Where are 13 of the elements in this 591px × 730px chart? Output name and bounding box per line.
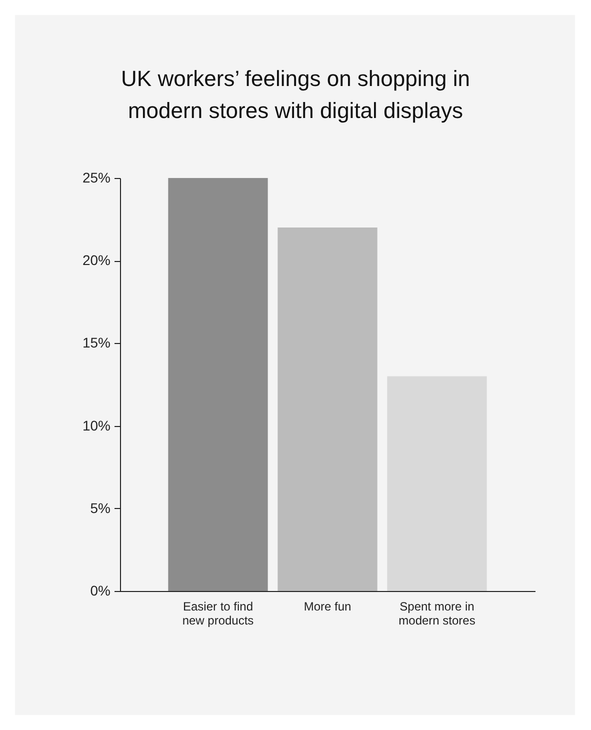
y-tick-label: 0%	[90, 582, 110, 598]
y-tick-label: 25%	[82, 170, 110, 186]
x-tick-label: Easier to find new products	[182, 600, 254, 628]
y-tick-label: 10%	[82, 417, 110, 434]
x-tick-label: Spent more in modern stores	[398, 600, 476, 628]
x-tick-label: More fun	[304, 600, 352, 614]
bar	[168, 178, 268, 591]
bar	[387, 376, 487, 591]
y-tick-label: 5%	[90, 500, 110, 516]
chart-title: UK workers’ feelings on shopping in modern stores with digital displays	[121, 66, 470, 123]
bar	[278, 228, 378, 591]
y-tick-label: 15%	[82, 334, 110, 351]
y-tick-label: 20%	[82, 252, 110, 268]
